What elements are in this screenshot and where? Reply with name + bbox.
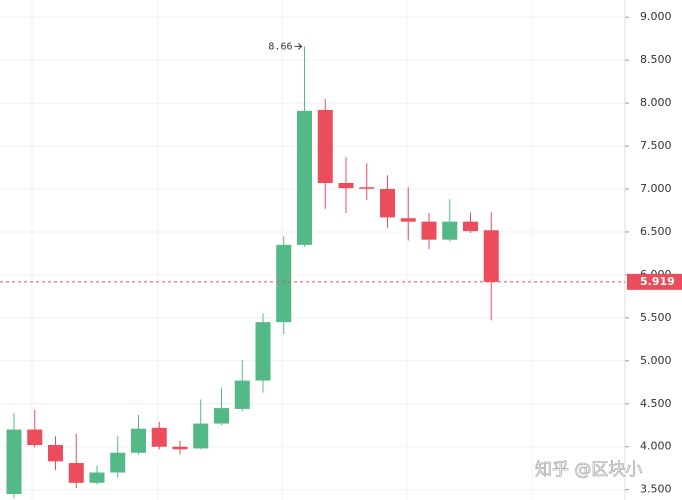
candle-body bbox=[6, 429, 22, 494]
candle-body bbox=[193, 423, 209, 449]
candle-body bbox=[68, 463, 84, 483]
watermark: 知乎 @区块小 bbox=[535, 460, 642, 480]
candle-body bbox=[483, 230, 499, 282]
candle-body bbox=[89, 472, 105, 483]
y-tick-label: 4.000 bbox=[640, 440, 672, 453]
candle-body bbox=[27, 429, 43, 446]
y-tick-label: 3.500 bbox=[640, 483, 672, 496]
y-tick-label: 6.500 bbox=[640, 225, 672, 238]
candle-body bbox=[151, 427, 167, 447]
y-tick-label: 7.000 bbox=[640, 182, 672, 195]
candle-body bbox=[110, 452, 126, 473]
candle-body bbox=[317, 109, 333, 183]
annotation-arrow bbox=[294, 43, 303, 50]
candle-body bbox=[255, 322, 271, 381]
candle-body bbox=[400, 218, 416, 222]
y-tick-label: 5.500 bbox=[640, 311, 672, 324]
y-tick-label: 5.000 bbox=[640, 354, 672, 367]
candle-body bbox=[172, 446, 188, 450]
candle-body bbox=[380, 189, 395, 218]
candle-body bbox=[421, 221, 437, 240]
last-price-label: 5.919 bbox=[640, 275, 675, 288]
y-tick-label: 8.500 bbox=[640, 53, 672, 66]
candle-body bbox=[359, 187, 375, 189]
candle-body bbox=[131, 428, 146, 453]
candle-body bbox=[297, 110, 312, 245]
candle-body bbox=[48, 445, 63, 462]
y-tick-label: 8.000 bbox=[640, 96, 672, 109]
y-tick-label: 9.000 bbox=[640, 10, 672, 23]
max-annotation: 8.66 bbox=[268, 41, 292, 52]
candle-body bbox=[463, 221, 478, 232]
y-tick-label: 7.500 bbox=[640, 139, 672, 152]
candle-body bbox=[234, 380, 250, 409]
candle-body bbox=[214, 408, 229, 424]
y-tick-label: 4.500 bbox=[640, 397, 672, 410]
candle-body bbox=[442, 221, 458, 240]
candle-body bbox=[338, 182, 354, 189]
candle-body bbox=[276, 244, 292, 323]
last-price-box bbox=[627, 273, 682, 290]
